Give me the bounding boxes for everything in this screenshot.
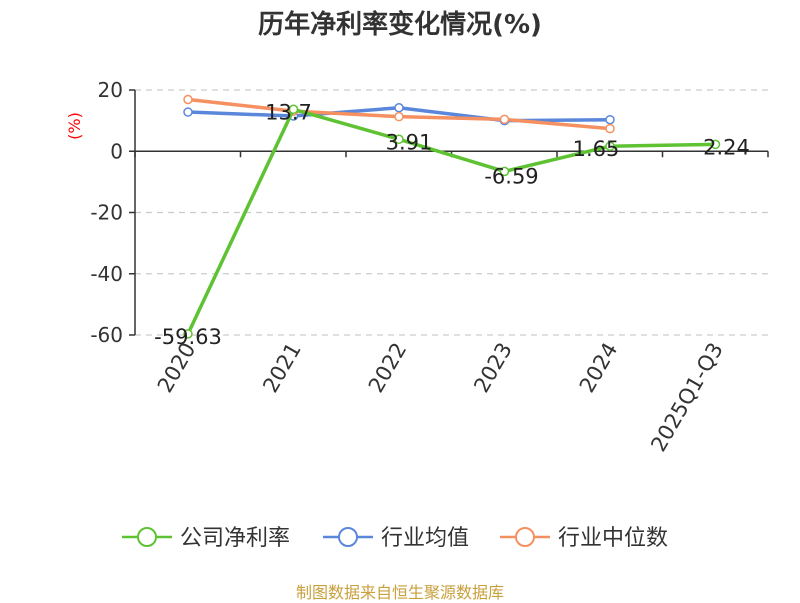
y-axis-unit-label: (%) <box>65 112 84 140</box>
legend-label: 行业均值 <box>381 526 469 551</box>
data-labels: -59.63 13.7 3.91 -6.59 1.65 2.24 <box>154 100 750 349</box>
data-label: 13.7 <box>265 100 312 124</box>
legend-item-industry_median[interactable]: 行业中位数 <box>500 526 668 551</box>
legend-item-industry_avg[interactable]: 行业均值 <box>323 526 469 551</box>
data-point-company <box>710 139 721 150</box>
legend-label: 行业中位数 <box>558 526 668 551</box>
series <box>183 94 721 339</box>
data-point-industry_median <box>394 111 404 122</box>
data-point-company <box>499 166 510 177</box>
data-point-company <box>183 329 193 339</box>
legend-marker <box>515 527 535 547</box>
data-label: -59.63 <box>154 325 222 349</box>
data-label: 3.91 <box>386 130 433 154</box>
grid-lines <box>135 89 768 336</box>
data-point-industry_median <box>499 114 510 125</box>
data-point-company <box>288 104 299 115</box>
y-tick-label: 0 <box>110 139 123 163</box>
data-point-industry_avg <box>605 114 615 125</box>
legend-marker <box>338 527 358 547</box>
y-tick-label: -60 <box>90 323 123 347</box>
data-label: 2.24 <box>703 135 750 159</box>
source-note: 制图数据来自恒生聚源数据库 <box>295 583 504 602</box>
x-tick-label: 2025Q1-Q3 <box>646 339 728 456</box>
legend[interactable]: 公司净利率 行业均值 行业中位数 <box>122 526 668 551</box>
series-line-company <box>186 107 718 336</box>
data-point-company <box>605 141 615 151</box>
data-point-industry_median <box>183 94 193 105</box>
y-tick-label: -20 <box>90 201 123 225</box>
y-tick-label: 20 <box>98 78 123 102</box>
x-tick-label: 2023 <box>469 339 517 397</box>
data-point-industry_avg <box>183 107 193 117</box>
y-tick-label: -40 <box>90 262 123 286</box>
chart-title: 历年净利率变化情况(%) <box>258 10 542 40</box>
data-label: 1.65 <box>573 137 620 161</box>
data-point-industry_avg <box>394 103 404 113</box>
data-label: -6.59 <box>484 164 538 188</box>
legend-marker <box>137 527 157 547</box>
data-point-industry_median <box>605 123 615 134</box>
x-tick-label: 2021 <box>258 339 306 397</box>
x-tick-label: 2024 <box>575 339 623 397</box>
legend-label: 公司净利率 <box>180 526 290 551</box>
x-tick-label: 2022 <box>364 339 412 397</box>
data-point-company <box>394 134 404 145</box>
legend-item-company[interactable]: 公司净利率 <box>122 526 290 551</box>
